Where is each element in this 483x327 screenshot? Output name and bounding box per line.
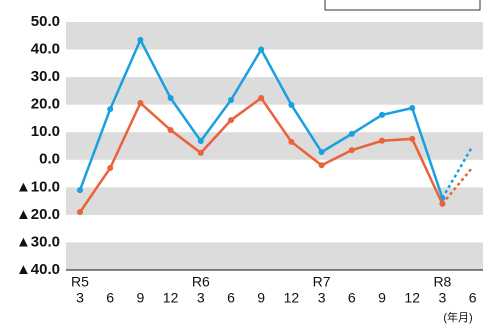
forecast-line <box>441 166 474 205</box>
legend-box <box>324 0 481 11</box>
y-tick-label: 40.0 <box>31 41 60 58</box>
x-tick-label: 9 <box>378 290 386 306</box>
year-label: R5 <box>71 274 89 290</box>
y-tick-label: ▲20.0 <box>16 206 60 223</box>
grid-band <box>66 242 483 270</box>
x-tick-label: 6 <box>469 290 477 306</box>
y-tick-label: 10.0 <box>31 123 60 140</box>
x-tick-label: 6 <box>227 290 235 306</box>
point <box>258 46 265 53</box>
y-tick-label: ▲30.0 <box>16 233 60 250</box>
point <box>409 104 416 111</box>
grid-band <box>66 77 483 105</box>
point <box>348 147 355 154</box>
x-tick-label: 12 <box>404 290 420 306</box>
point <box>379 111 385 118</box>
year-label: R6 <box>192 274 210 290</box>
point <box>228 117 234 124</box>
series-line <box>78 37 444 199</box>
point <box>77 209 83 216</box>
x-tick-label: 9 <box>257 290 265 306</box>
y-tick-label: ▲10.0 <box>16 178 60 195</box>
point <box>197 138 204 145</box>
x-tick-label: 3 <box>439 290 447 306</box>
point <box>137 100 144 107</box>
point <box>77 187 83 194</box>
year-label: R7 <box>313 274 331 290</box>
x-tick-label: 3 <box>318 290 326 306</box>
x-tick-label: 3 <box>76 290 84 306</box>
year-label: R8 <box>433 274 451 290</box>
point <box>258 95 265 102</box>
point <box>107 106 114 113</box>
point <box>137 36 144 43</box>
y-tick-label: 0.0 <box>39 151 60 168</box>
y-tick-label: 30.0 <box>31 68 60 85</box>
point <box>439 200 446 207</box>
point <box>228 96 234 103</box>
x-tick-label: 9 <box>137 290 145 306</box>
point <box>318 162 325 169</box>
point <box>107 165 114 172</box>
y-tick-label: 50.0 <box>31 13 60 30</box>
forecast-line <box>441 145 474 199</box>
point <box>288 101 295 108</box>
y-tick-label: ▲40.0 <box>16 261 60 278</box>
grid-band <box>66 187 483 215</box>
point <box>167 127 174 134</box>
point <box>167 95 174 102</box>
point <box>379 137 385 144</box>
point <box>409 135 416 142</box>
x-tick-label: 3 <box>197 290 205 306</box>
point <box>197 149 204 156</box>
grid-band <box>66 22 483 50</box>
point <box>288 138 295 145</box>
y-tick-label: 20.0 <box>31 96 60 113</box>
x-tick-label: 6 <box>348 290 356 306</box>
point <box>318 149 325 156</box>
x-tick-label: 12 <box>163 290 179 306</box>
x-tick-label: 12 <box>284 290 300 306</box>
point <box>348 130 355 137</box>
x-unit: (年月) <box>443 310 472 324</box>
x-tick-label: 6 <box>106 290 114 306</box>
